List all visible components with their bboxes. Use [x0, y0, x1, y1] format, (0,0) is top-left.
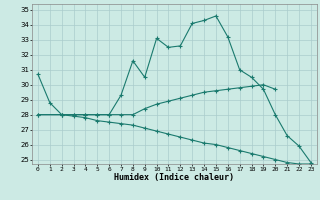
X-axis label: Humidex (Indice chaleur): Humidex (Indice chaleur) [115, 173, 234, 182]
